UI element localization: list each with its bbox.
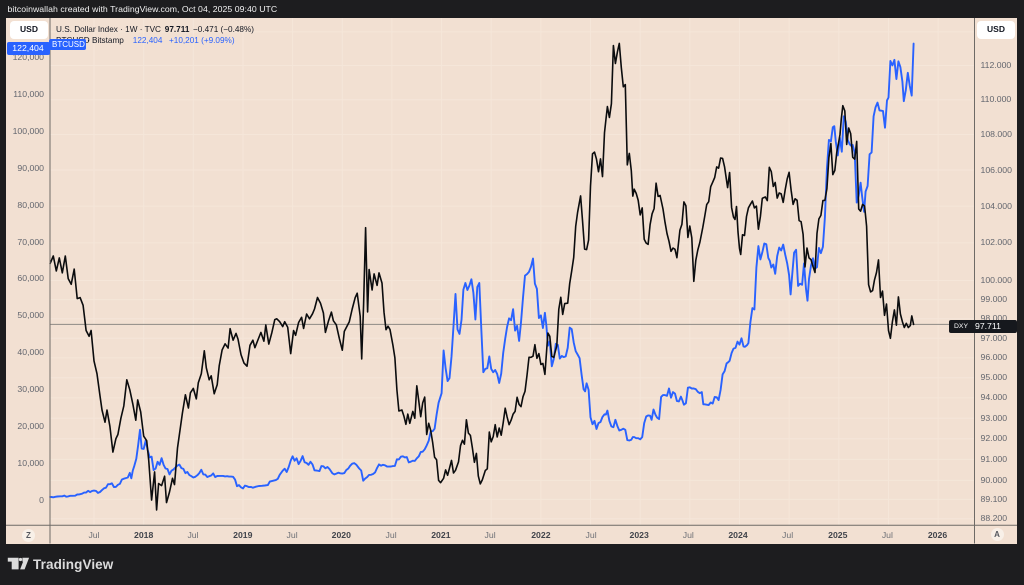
svg-text:TradingView: TradingView (33, 557, 114, 572)
